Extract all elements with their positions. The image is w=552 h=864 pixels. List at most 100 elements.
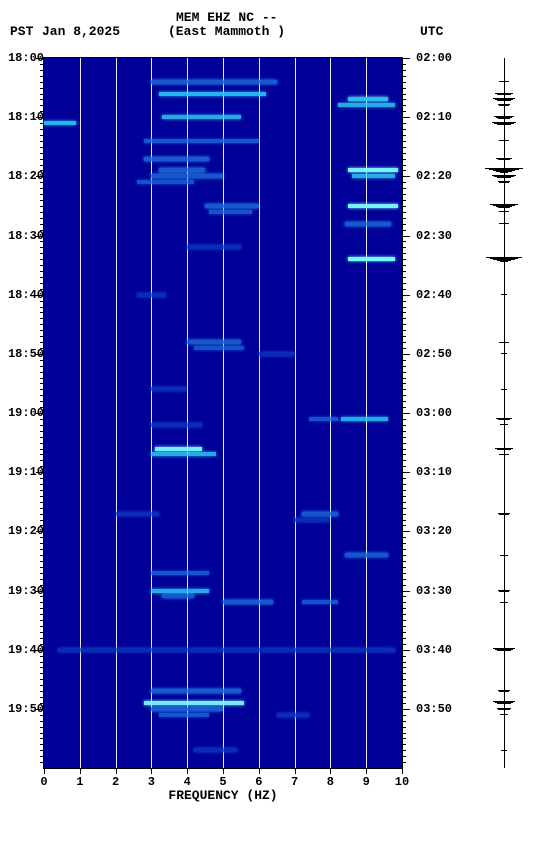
spectrogram-feature xyxy=(162,115,241,119)
tick-major xyxy=(36,472,44,473)
x-tick-label: 8 xyxy=(327,775,334,789)
tick-minor xyxy=(40,206,44,207)
tick-minor xyxy=(402,395,406,396)
gridline-vertical xyxy=(259,58,260,768)
tick-minor xyxy=(402,230,406,231)
spectrogram-feature xyxy=(209,210,252,214)
tick-major xyxy=(36,176,44,177)
x-tick-label: 3 xyxy=(148,775,155,789)
tick-minor xyxy=(402,496,406,497)
tick-major xyxy=(402,117,410,118)
spectrogram-feature xyxy=(151,423,201,427)
tick-minor xyxy=(402,596,406,597)
station-line2: (East Mammoth ) xyxy=(168,24,285,39)
x-tick-label: 9 xyxy=(363,775,370,789)
tick-minor xyxy=(40,685,44,686)
tick-minor xyxy=(40,64,44,65)
spectrogram-feature xyxy=(223,600,273,604)
tick-minor xyxy=(40,401,44,402)
tick-minor xyxy=(40,614,44,615)
x-tick-label: 7 xyxy=(291,775,298,789)
spectrogram-feature xyxy=(137,180,194,184)
tick-minor xyxy=(40,508,44,509)
tick-minor xyxy=(40,738,44,739)
tick-minor xyxy=(40,667,44,668)
tick-minor xyxy=(40,307,44,308)
tick-minor xyxy=(40,366,44,367)
gridline-vertical xyxy=(151,58,152,768)
tick-minor xyxy=(40,579,44,580)
page-root: { "header": { "pst_label": "PST", "date"… xyxy=(0,0,552,864)
tick-minor xyxy=(40,520,44,521)
tick-minor xyxy=(40,70,44,71)
spectrogram-feature xyxy=(194,346,244,350)
tick-minor xyxy=(40,348,44,349)
trace-event xyxy=(499,182,509,183)
trace-event xyxy=(497,94,511,95)
tick-minor xyxy=(402,662,406,663)
tick-minor xyxy=(40,165,44,166)
x-tick xyxy=(151,768,152,774)
tick-minor xyxy=(40,496,44,497)
tick-minor xyxy=(402,76,406,77)
tick-minor xyxy=(402,520,406,521)
tick-minor xyxy=(40,76,44,77)
tick-minor xyxy=(402,449,406,450)
gridline-vertical xyxy=(366,58,367,768)
trace-event xyxy=(498,419,511,420)
tick-minor xyxy=(402,366,406,367)
spectrogram-feature xyxy=(194,748,237,752)
tick-minor xyxy=(402,537,406,538)
tick-minor xyxy=(402,567,406,568)
tick-minor xyxy=(40,336,44,337)
tick-minor xyxy=(40,697,44,698)
trace-event xyxy=(499,454,509,455)
tick-minor xyxy=(402,579,406,580)
tick-minor xyxy=(402,425,406,426)
trace-event xyxy=(499,105,509,106)
trace-event xyxy=(497,703,510,704)
tick-minor xyxy=(402,478,406,479)
tick-minor xyxy=(402,466,406,467)
tick-minor xyxy=(402,247,406,248)
tick-minor xyxy=(40,271,44,272)
trace-event xyxy=(499,591,509,592)
tick-minor xyxy=(402,632,406,633)
date-label: Jan 8,2025 xyxy=(42,24,120,39)
trace-event xyxy=(500,261,507,262)
tick-minor xyxy=(402,194,406,195)
spectrogram-feature xyxy=(205,204,259,208)
tick-minor xyxy=(402,673,406,674)
tick-minor xyxy=(40,88,44,89)
tick-minor xyxy=(40,283,44,284)
tick-minor xyxy=(402,283,406,284)
y-tick-right: 03:20 xyxy=(416,524,452,538)
tick-minor xyxy=(40,602,44,603)
tick-minor xyxy=(40,141,44,142)
tick-minor xyxy=(40,561,44,562)
tick-minor xyxy=(40,502,44,503)
spectrogram-feature xyxy=(44,121,76,125)
tick-major xyxy=(36,58,44,59)
tick-major xyxy=(402,354,410,355)
spectrogram-feature xyxy=(144,157,208,161)
spectrogram-feature xyxy=(348,204,398,208)
tick-minor xyxy=(40,111,44,112)
x-tick-label: 2 xyxy=(112,775,119,789)
tick-minor xyxy=(402,135,406,136)
tick-minor xyxy=(402,620,406,621)
tick-minor xyxy=(40,129,44,130)
tick-minor xyxy=(402,330,406,331)
y-tick-right: 02:00 xyxy=(416,51,452,65)
trace-event xyxy=(499,691,509,692)
tick-minor xyxy=(402,431,406,432)
tick-minor xyxy=(402,200,406,201)
tick-minor xyxy=(402,573,406,574)
y-tick-right: 03:40 xyxy=(416,643,452,657)
tick-major xyxy=(402,413,410,414)
tick-minor xyxy=(40,153,44,154)
tick-major xyxy=(36,709,44,710)
tick-minor xyxy=(402,182,406,183)
tick-minor xyxy=(40,537,44,538)
spectrogram-feature xyxy=(341,417,388,421)
